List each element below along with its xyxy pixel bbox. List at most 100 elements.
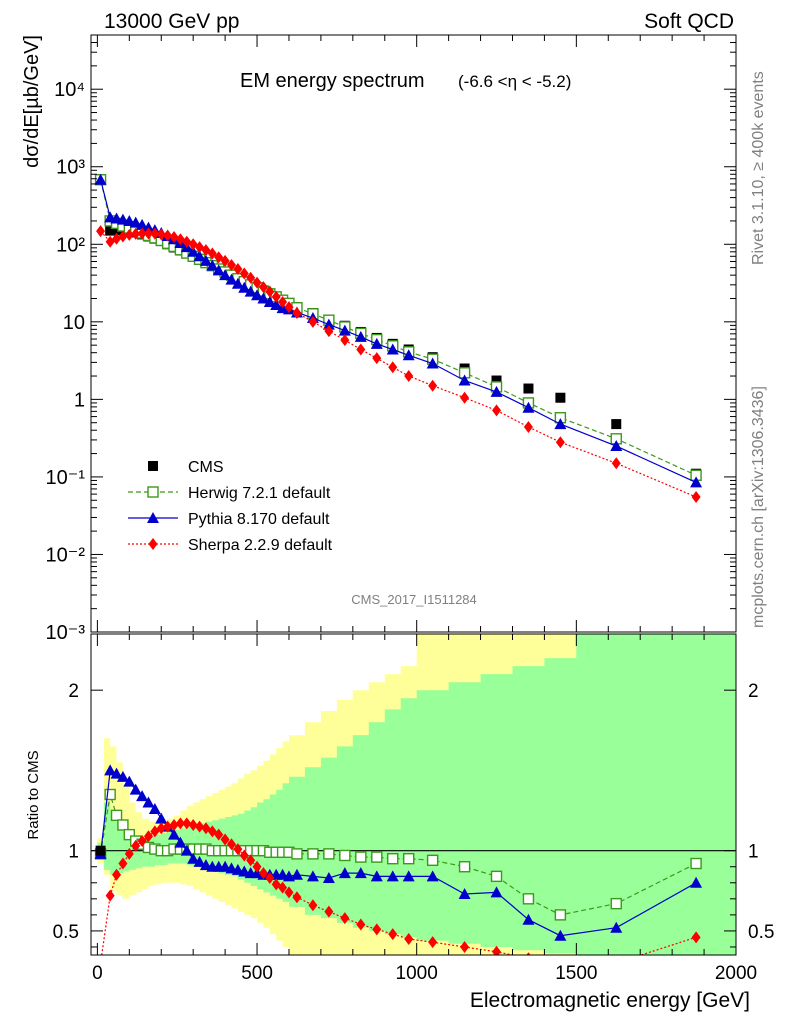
point-pythia [206, 259, 219, 271]
ratio-point-sherpa [372, 923, 382, 936]
point-pythia [212, 264, 225, 276]
ratio-clipped-marks [91, 764, 736, 955]
point-pythia [193, 250, 206, 262]
ratio-point-sherpa [143, 830, 153, 843]
ratio-point-pythia [110, 767, 123, 779]
ratio-point-sherpa [239, 849, 249, 862]
point-pythia [263, 296, 276, 308]
point-pythia [270, 298, 283, 310]
ratio-series-pythia [94, 764, 703, 941]
ratio-point-sherpa [112, 868, 122, 881]
point-sherpa [220, 254, 230, 267]
point-pythia [370, 337, 383, 349]
ratio-point-sherpa [175, 817, 185, 830]
ratio-y-tick-label-left: 0.5 [53, 922, 79, 943]
point-pythia [225, 273, 238, 285]
point-sherpa [372, 352, 382, 365]
ratio-point-pythia [610, 921, 623, 933]
ratio-point-pythia [142, 796, 155, 808]
ratio-point-sherpa [214, 828, 224, 841]
ratio-point-sherpa [169, 818, 179, 831]
ratio-point-sherpa [252, 860, 262, 873]
ratio-point-sherpa [195, 820, 205, 833]
legend-marker-cms [148, 461, 158, 471]
point-sherpa [324, 325, 334, 338]
ratio-point-sherpa [118, 857, 128, 870]
point-cms [611, 419, 622, 430]
point-sherpa [175, 233, 185, 246]
ratio-point-sherpa [278, 881, 288, 894]
ratio-point-pythia [123, 775, 136, 787]
ratio-point-pythia [354, 867, 367, 879]
point-sherpa [340, 334, 350, 347]
point-sherpa [169, 231, 179, 244]
main-y-tick-label: 10⁻¹ [46, 467, 86, 489]
ratio-point-pythia [104, 764, 117, 776]
ratio-point-herwig [387, 853, 399, 865]
point-sherpa [124, 228, 134, 241]
point-sherpa [207, 247, 217, 260]
main-plot-marks [94, 173, 703, 504]
ratio-point-herwig [554, 909, 567, 921]
ratio-point-sherpa [105, 889, 115, 902]
main-y-tick-label: 10³ [56, 157, 85, 179]
ratio-point-sherpa [182, 817, 192, 830]
ratio-point-herwig [323, 848, 335, 860]
ratio-point-pythia [187, 852, 200, 864]
point-pythia [199, 254, 212, 266]
ratio-point-sherpa [246, 854, 256, 867]
point-pythia [690, 476, 703, 488]
ratio-uncertainty-bands [97, 634, 736, 955]
ratio-point-pythia [490, 886, 503, 898]
ratio-point-pythia [690, 876, 703, 888]
series-line-sherpa [100, 230, 697, 498]
ratio-point-sherpa [340, 912, 350, 925]
ratio-point-pythia [386, 870, 399, 882]
legend: CMS Herwig 7.2.1 default Pythia 8.170 defa… [128, 459, 333, 554]
ratio-point-sherpa [404, 932, 414, 945]
ratio-y-axis-label: Ratio to CMS [25, 750, 42, 839]
point-sherpa [492, 404, 502, 417]
point-sherpa [428, 379, 438, 392]
point-pythia [402, 349, 415, 361]
mcplots-label: mcplots.cern.ch [arXiv:1306.3436] [750, 386, 767, 628]
point-sherpa [201, 244, 211, 257]
ratio-y-tick-label-right: 2 [748, 681, 759, 702]
ratio-point-pythia [322, 871, 335, 883]
ratio-point-sherpa [265, 871, 275, 884]
point-pythia [257, 292, 270, 304]
ratio-point-sherpa [220, 833, 230, 846]
ratio-series-sherpa [101, 817, 701, 955]
point-pythia [426, 357, 439, 369]
series-sherpa [96, 225, 701, 504]
main-y-tick-label: 10² [56, 234, 85, 256]
ratio-point-herwig [291, 848, 303, 860]
series-line-herwig [100, 179, 697, 476]
watermark-label: CMS_2017_I1511284 [351, 592, 477, 607]
point-sherpa [356, 343, 366, 356]
point-sherpa [252, 276, 262, 289]
point-sherpa [143, 227, 153, 240]
rivet-version-label: Rivet 3.1.10, ≥ 400k events [750, 71, 767, 265]
point-pythia [522, 401, 535, 413]
ratio-point-sherpa [460, 940, 470, 953]
point-sherpa [292, 306, 302, 319]
ratio-point-herwig [690, 857, 702, 870]
point-cms [555, 392, 566, 403]
point-pythia [251, 289, 264, 301]
ratio-point-sherpa [284, 886, 294, 899]
ratio-point-pythia [136, 790, 149, 802]
ratio-point-pythia [402, 870, 415, 882]
point-sherpa [112, 232, 122, 245]
ratio-point-sherpa [324, 905, 334, 918]
point-pythia [136, 218, 149, 230]
point-sherpa [388, 361, 398, 374]
ratio-point-herwig [110, 809, 123, 822]
point-pythia [338, 324, 351, 336]
ratio-y-tick-label-right: 0.5 [748, 922, 774, 943]
legend-marker-pythia [147, 512, 159, 523]
ratio-point-herwig [371, 851, 383, 863]
ratio-point-sherpa [526, 952, 531, 955]
ratio-point-pythia [290, 868, 303, 880]
point-sherpa [278, 296, 288, 309]
